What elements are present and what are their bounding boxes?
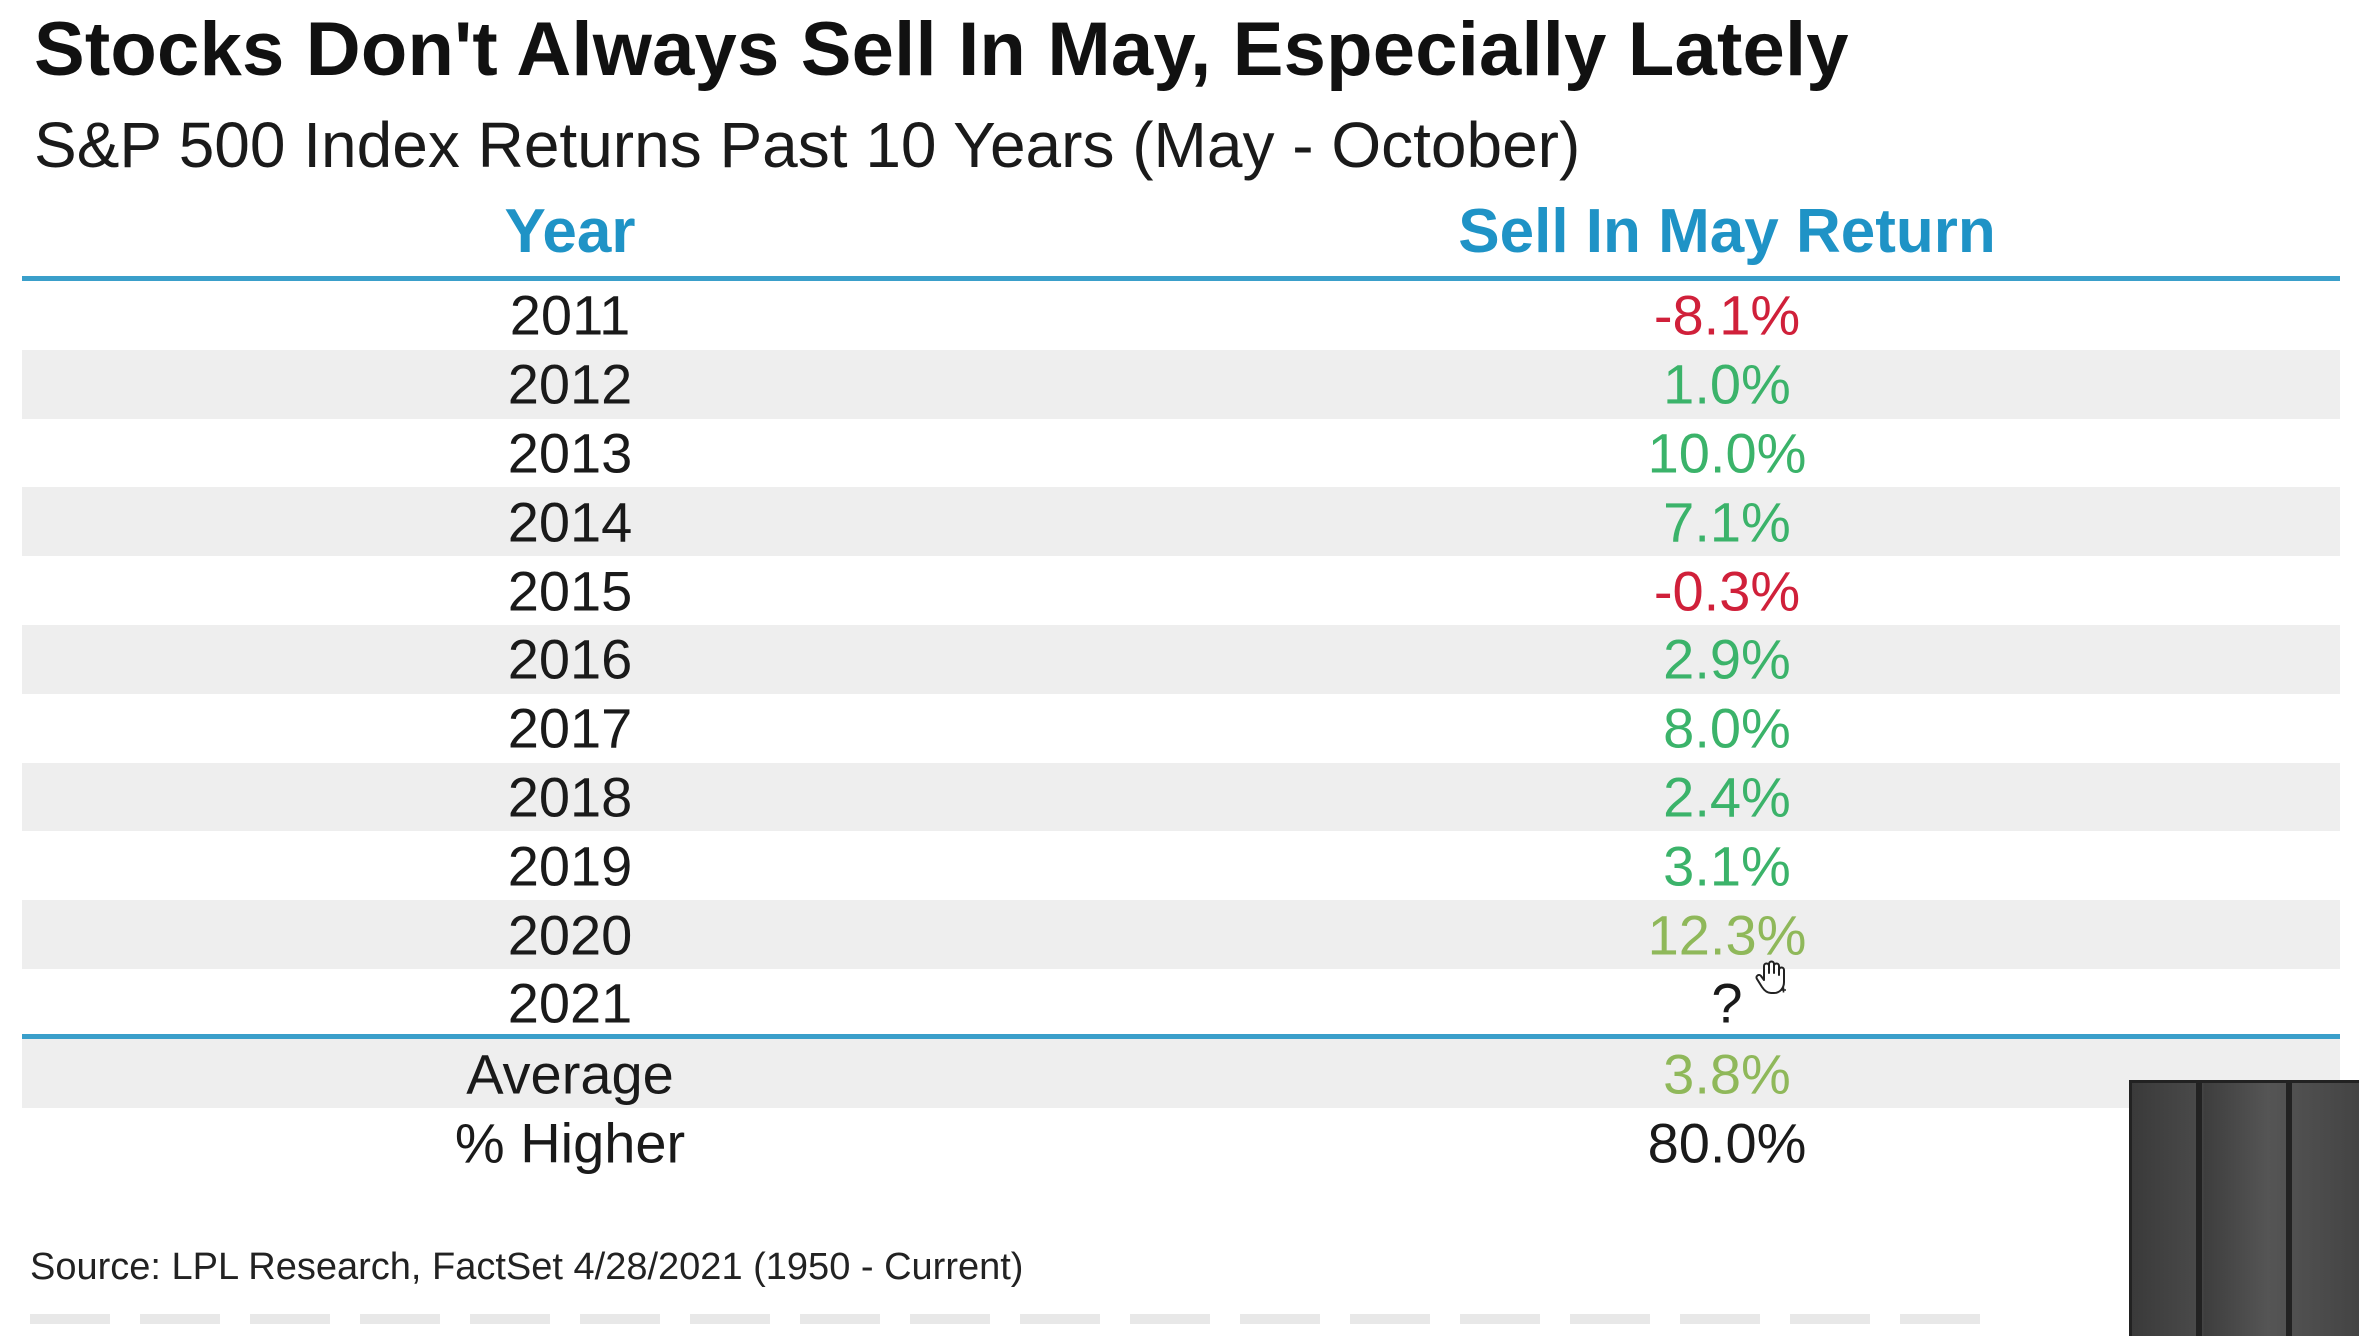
table-row: 2019 3.1% — [22, 831, 2340, 900]
return-cell: 7.1% — [1663, 490, 1791, 554]
table-row: 2017 8.0% — [22, 694, 2340, 763]
summary-value: 3.8% — [1663, 1042, 1791, 1105]
year-cell: 2016 — [507, 627, 633, 691]
year-cell: 2015 — [507, 559, 633, 623]
column-header-year: Year — [504, 197, 636, 266]
chart-title: Stocks Don't Always Sell In May, Especia… — [34, 7, 1849, 92]
year-cell: 2014 — [507, 490, 633, 554]
year-cell: 2021 — [507, 971, 633, 1035]
table-body: 2011 -8.1% 2012 1.0% 2013 10.0% 2014 7.1% 2015 -0… — [22, 281, 2340, 1038]
table-row: 2016 2.9% — [22, 624, 2340, 694]
table-row: 2020 12.3% — [22, 900, 2340, 969]
year-cell: 2020 — [507, 903, 633, 967]
table-row: 2013 10.0% — [22, 419, 2340, 488]
return-cell: 8.0% — [1663, 696, 1791, 760]
return-cell: 10.0% — [1647, 421, 1807, 485]
summary-value: 80.0% — [1647, 1111, 1807, 1174]
summary-row: Average 3.8% — [22, 1039, 2340, 1108]
year-cell: 2017 — [507, 696, 633, 760]
table-row: 2014 7.1% — [22, 487, 2340, 557]
table-row: 2015 -0.3% — [22, 556, 2340, 625]
table-row: 2021? — [22, 969, 2340, 1038]
year-cell: 2013 — [507, 421, 633, 485]
return-cell: -8.1% — [1653, 283, 1801, 347]
presenter-video-thumbnail — [2129, 1080, 2359, 1336]
summary-rule — [22, 1034, 2340, 1039]
return-cell: ? — [1711, 971, 1743, 1035]
table-summary: Average 3.8% % Higher 80.0% — [22, 1039, 2340, 1177]
summary-row: % Higher 80.0% — [22, 1108, 2340, 1177]
chart-subtitle: S&P 500 Index Returns Past 10 Years (May… — [34, 109, 1581, 181]
table-row: 2018 2.4% — [22, 762, 2340, 832]
summary-label: Average — [466, 1042, 674, 1105]
faded-footnote-line — [30, 1314, 1980, 1324]
return-cell: 3.1% — [1663, 834, 1791, 898]
table-row: 2011 -8.1% — [22, 281, 2340, 350]
return-cell: 12.3% — [1647, 903, 1807, 967]
return-cell: -0.3% — [1653, 559, 1801, 623]
return-cell: 2.4% — [1663, 765, 1791, 829]
return-cell: 2.9% — [1663, 627, 1791, 691]
year-cell: 2019 — [507, 834, 633, 898]
return-cell: 1.0% — [1663, 352, 1791, 416]
source-note: Source: LPL Research, FactSet 4/28/2021 … — [30, 1246, 1024, 1288]
column-header-return: Sell In May Return — [1458, 197, 1996, 266]
summary-label: % Higher — [454, 1111, 686, 1174]
table-row: 2012 1.0% — [22, 349, 2340, 419]
year-cell: 2018 — [507, 765, 633, 829]
year-cell: 2012 — [507, 352, 633, 416]
year-cell: 2011 — [509, 283, 631, 347]
hand-cursor-icon — [1755, 960, 1786, 994]
header-rule — [22, 276, 2340, 281]
